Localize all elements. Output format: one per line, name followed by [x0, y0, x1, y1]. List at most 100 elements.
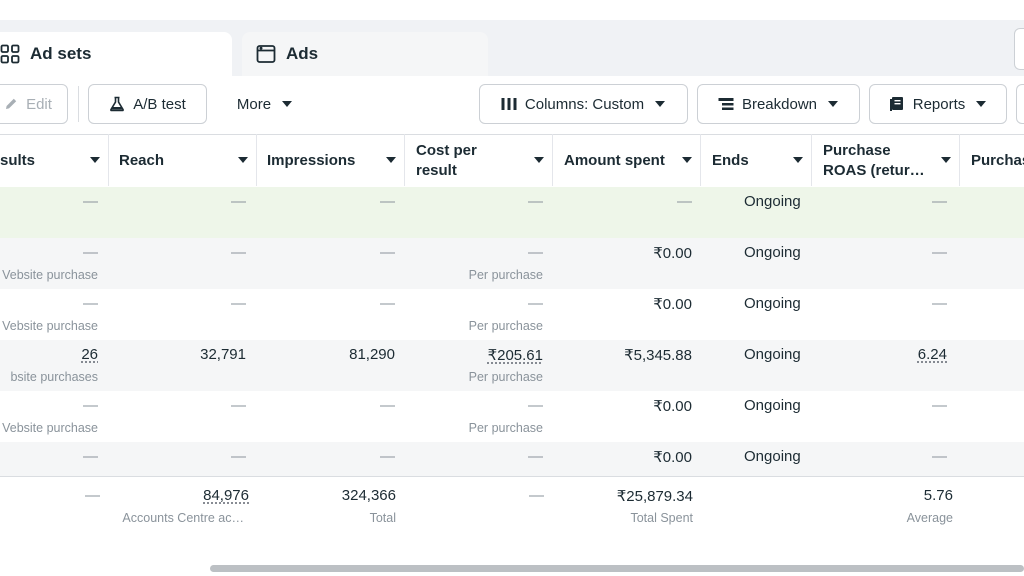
cell-results: —: [83, 244, 98, 261]
horizontal-scrollbar-thumb[interactable]: [210, 565, 1024, 572]
sort-caret-icon: [90, 157, 100, 163]
cell-cost: —: [528, 193, 543, 210]
cell-reach: —: [231, 448, 246, 465]
cell-amount: ₹5,345.88: [624, 347, 692, 364]
cell-results: —: [83, 295, 98, 312]
result-type-caption: Vebsite purchase: [2, 319, 98, 333]
sort-caret-icon: [534, 157, 544, 163]
columns-button[interactable]: Columns: Custom: [479, 84, 688, 124]
cost-caption: Per purchase: [468, 421, 543, 435]
sort-caret-icon: [238, 157, 248, 163]
cell-reach: —: [231, 397, 246, 414]
column-header-purchases[interactable]: Purchas: [959, 135, 1024, 187]
reports-icon: [889, 96, 905, 112]
cell-cost: —: [528, 448, 543, 465]
edit-button[interactable]: Edit: [0, 84, 68, 124]
cell-roas: —: [932, 448, 947, 465]
column-header-impressions[interactable]: Impressions: [256, 135, 404, 187]
columns-label: Columns: Custom: [524, 95, 645, 113]
cell-cost: —: [528, 295, 543, 312]
breakdown-icon: [718, 97, 734, 111]
pencil-icon: [4, 97, 18, 111]
flask-icon: [109, 96, 125, 112]
cell-reach: 32,791: [200, 346, 246, 363]
sort-caret-icon: [682, 157, 692, 163]
total-impressions-caption: Total: [369, 511, 396, 525]
sort-caret-icon: [386, 157, 396, 163]
cell-amount: ₹0.00: [653, 449, 692, 466]
table-header: sults Reach Impressions Cost per result …: [0, 134, 1024, 188]
cell-roas: —: [932, 397, 947, 414]
cell-roas: —: [932, 295, 947, 312]
sort-caret-icon: [941, 157, 951, 163]
cell-amount: ₹0.00: [653, 245, 692, 262]
cell-roas: —: [932, 244, 947, 261]
more-label: More: [236, 95, 272, 113]
result-type-caption: Vebsite purchase: [2, 268, 98, 282]
table-row[interactable]: — Vebsite purchase — — — Per purchase ₹0.00 Ong…: [0, 289, 1024, 340]
table-row[interactable]: 26 bsite purchases 32,791 81,290 ₹205.61 Per …: [0, 340, 1024, 391]
cell-ends: Ongoing: [744, 244, 801, 261]
table-row[interactable]: — — — — — Ongoing —: [0, 187, 1024, 238]
ab-test-label: A/B test: [133, 95, 186, 113]
tab-bar-right-button[interactable]: [1014, 28, 1024, 70]
column-header-reach[interactable]: Reach: [108, 135, 256, 187]
column-divider: [700, 134, 701, 186]
column-divider: [552, 134, 553, 186]
tab-ads[interactable]: Ads: [242, 32, 488, 76]
chevron-down-icon: [281, 100, 293, 108]
cell-results: —: [83, 448, 98, 465]
column-header-label: Ends: [712, 152, 749, 169]
ad-window-icon: [256, 44, 276, 64]
sort-caret-icon: [793, 157, 803, 163]
column-header-ends[interactable]: Ends: [700, 135, 811, 187]
column-header-purchase-roas[interactable]: Purchase ROAS (retur…: [811, 135, 959, 187]
cost-caption: Per purchase: [468, 268, 543, 282]
cell-impressions: —: [380, 448, 395, 465]
total-amount-caption: Total Spent: [630, 511, 693, 525]
column-divider: [959, 134, 960, 186]
chevron-down-icon: [975, 100, 987, 108]
column-divider: [811, 134, 812, 186]
table-row[interactable]: — Vebsite purchase — — — Per purchase ₹0.00 Ong…: [0, 238, 1024, 289]
edit-label: Edit: [26, 95, 52, 113]
total-results: —: [85, 487, 100, 504]
table-row[interactable]: — — — — ₹0.00 Ongoing —: [0, 442, 1024, 476]
column-divider: [404, 134, 405, 186]
cell-ends: Ongoing: [744, 397, 801, 414]
breakdown-button[interactable]: Breakdown: [697, 84, 860, 124]
cell-roas: —: [932, 193, 947, 210]
chevron-down-icon: [827, 100, 839, 108]
ab-test-button[interactable]: A/B test: [88, 84, 207, 124]
more-button[interactable]: More: [222, 84, 308, 124]
columns-icon: [501, 97, 517, 111]
cell-amount: ₹0.00: [653, 398, 692, 415]
reports-button[interactable]: Reports: [869, 84, 1007, 124]
table-totals-row: — 84,976 Accounts Centre ac… 324,366 Tot…: [0, 476, 1024, 549]
cell-reach: —: [231, 295, 246, 312]
reports-label: Reports: [912, 95, 966, 113]
column-header-results[interactable]: sults: [0, 135, 108, 187]
cell-amount: ₹0.00: [653, 296, 692, 313]
column-header-label: Purchas: [971, 152, 1024, 169]
total-amount-spent: ₹25,879.34: [616, 488, 693, 505]
cell-amount: —: [677, 193, 692, 210]
total-cost-per-result: —: [529, 487, 544, 504]
total-reach-caption: Accounts Centre ac…: [122, 511, 244, 525]
table-row[interactable]: — Vebsite purchase — — — Per purchase ₹0.00 Ong…: [0, 391, 1024, 442]
cell-impressions: —: [380, 295, 395, 312]
cell-results: —: [83, 193, 98, 210]
cell-impressions: —: [380, 397, 395, 414]
column-header-cost-per-result[interactable]: Cost per result: [404, 135, 552, 187]
cell-results: 26: [81, 346, 98, 363]
column-header-label: sults: [0, 152, 36, 169]
cell-ends: Ongoing: [744, 448, 801, 465]
toolbar-overflow-button[interactable]: [1016, 84, 1024, 124]
cell-reach: —: [231, 244, 246, 261]
cell-reach: —: [231, 193, 246, 210]
cell-roas: 6.24: [917, 346, 947, 363]
column-header-amount-spent[interactable]: Amount spent: [552, 135, 700, 187]
column-divider: [256, 134, 257, 186]
column-header-label: Cost per result: [416, 142, 477, 179]
tab-ad-sets[interactable]: Ad sets: [0, 32, 232, 76]
